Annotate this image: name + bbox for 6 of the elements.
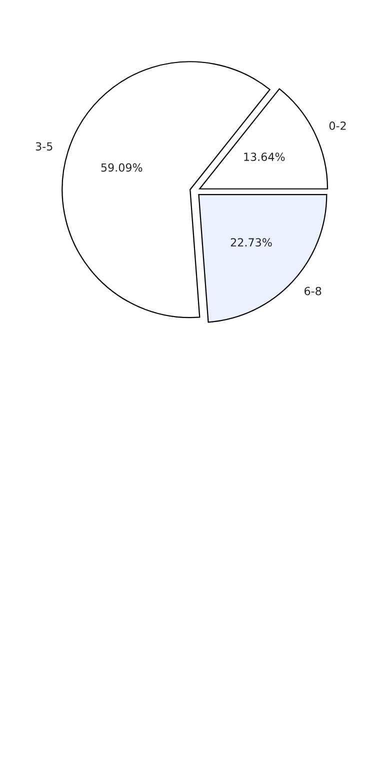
slice-label: 6-8 [304, 286, 322, 296]
slice-label: 3-5 [36, 142, 52, 151]
slice-label: 0-2 [329, 122, 346, 130]
data-label: 59.09% [101, 163, 142, 172]
data-label: 22.73% [230, 238, 272, 247]
data-label: 13.64% [244, 152, 285, 162]
